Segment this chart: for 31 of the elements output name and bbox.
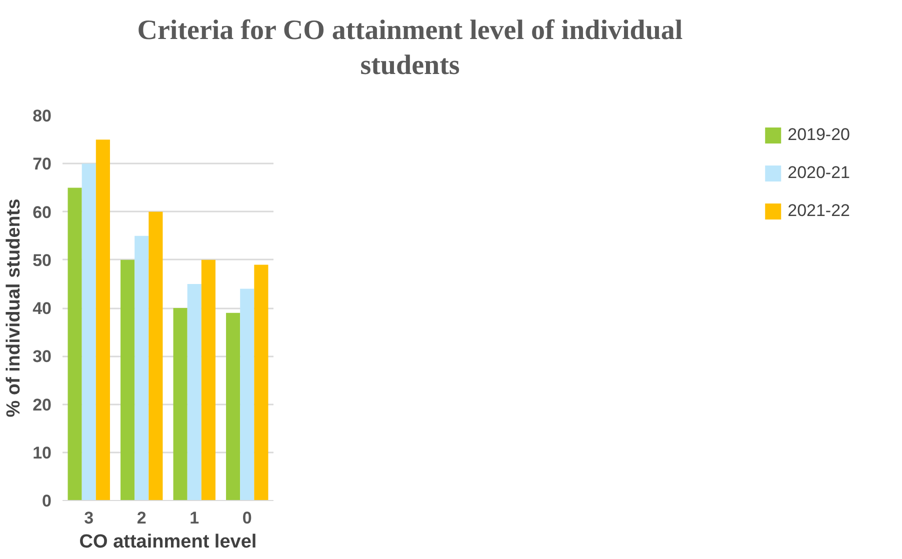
y-axis-title: % of individual students xyxy=(4,198,25,418)
bar xyxy=(82,164,96,500)
bar xyxy=(68,188,82,500)
bar xyxy=(173,308,188,500)
y-tick-label: 0 xyxy=(42,492,52,510)
bar xyxy=(187,284,202,500)
bar xyxy=(96,140,110,500)
x-axis-title: CO attainment level xyxy=(79,532,257,552)
x-tick-label: 0 xyxy=(242,508,252,528)
bar xyxy=(226,312,240,500)
bar xyxy=(254,264,268,500)
y-tick-label: 20 xyxy=(32,395,52,414)
x-tick-label: 2 xyxy=(136,508,146,528)
bar xyxy=(120,260,135,500)
legend-label: 2019-20 xyxy=(788,125,850,145)
y-tick-label: 10 xyxy=(32,443,52,462)
bar xyxy=(148,212,163,500)
bar xyxy=(201,260,216,500)
y-tick-label: 80 xyxy=(32,106,52,126)
y-tick-label: 40 xyxy=(32,299,52,318)
y-tick-label: 30 xyxy=(32,347,52,366)
legend-label: 2020-21 xyxy=(788,163,850,183)
x-tick-label: 1 xyxy=(190,508,200,528)
bar xyxy=(240,288,254,500)
y-tick-label: 70 xyxy=(32,154,52,174)
y-tick-label: 60 xyxy=(32,202,52,222)
legend-label: 2021-22 xyxy=(788,201,850,221)
y-tick-label: 50 xyxy=(32,250,52,270)
text: Criteria for CO attainment level of individual students xyxy=(136,14,684,83)
x-tick-label: 3 xyxy=(84,508,94,528)
bar xyxy=(134,236,149,500)
